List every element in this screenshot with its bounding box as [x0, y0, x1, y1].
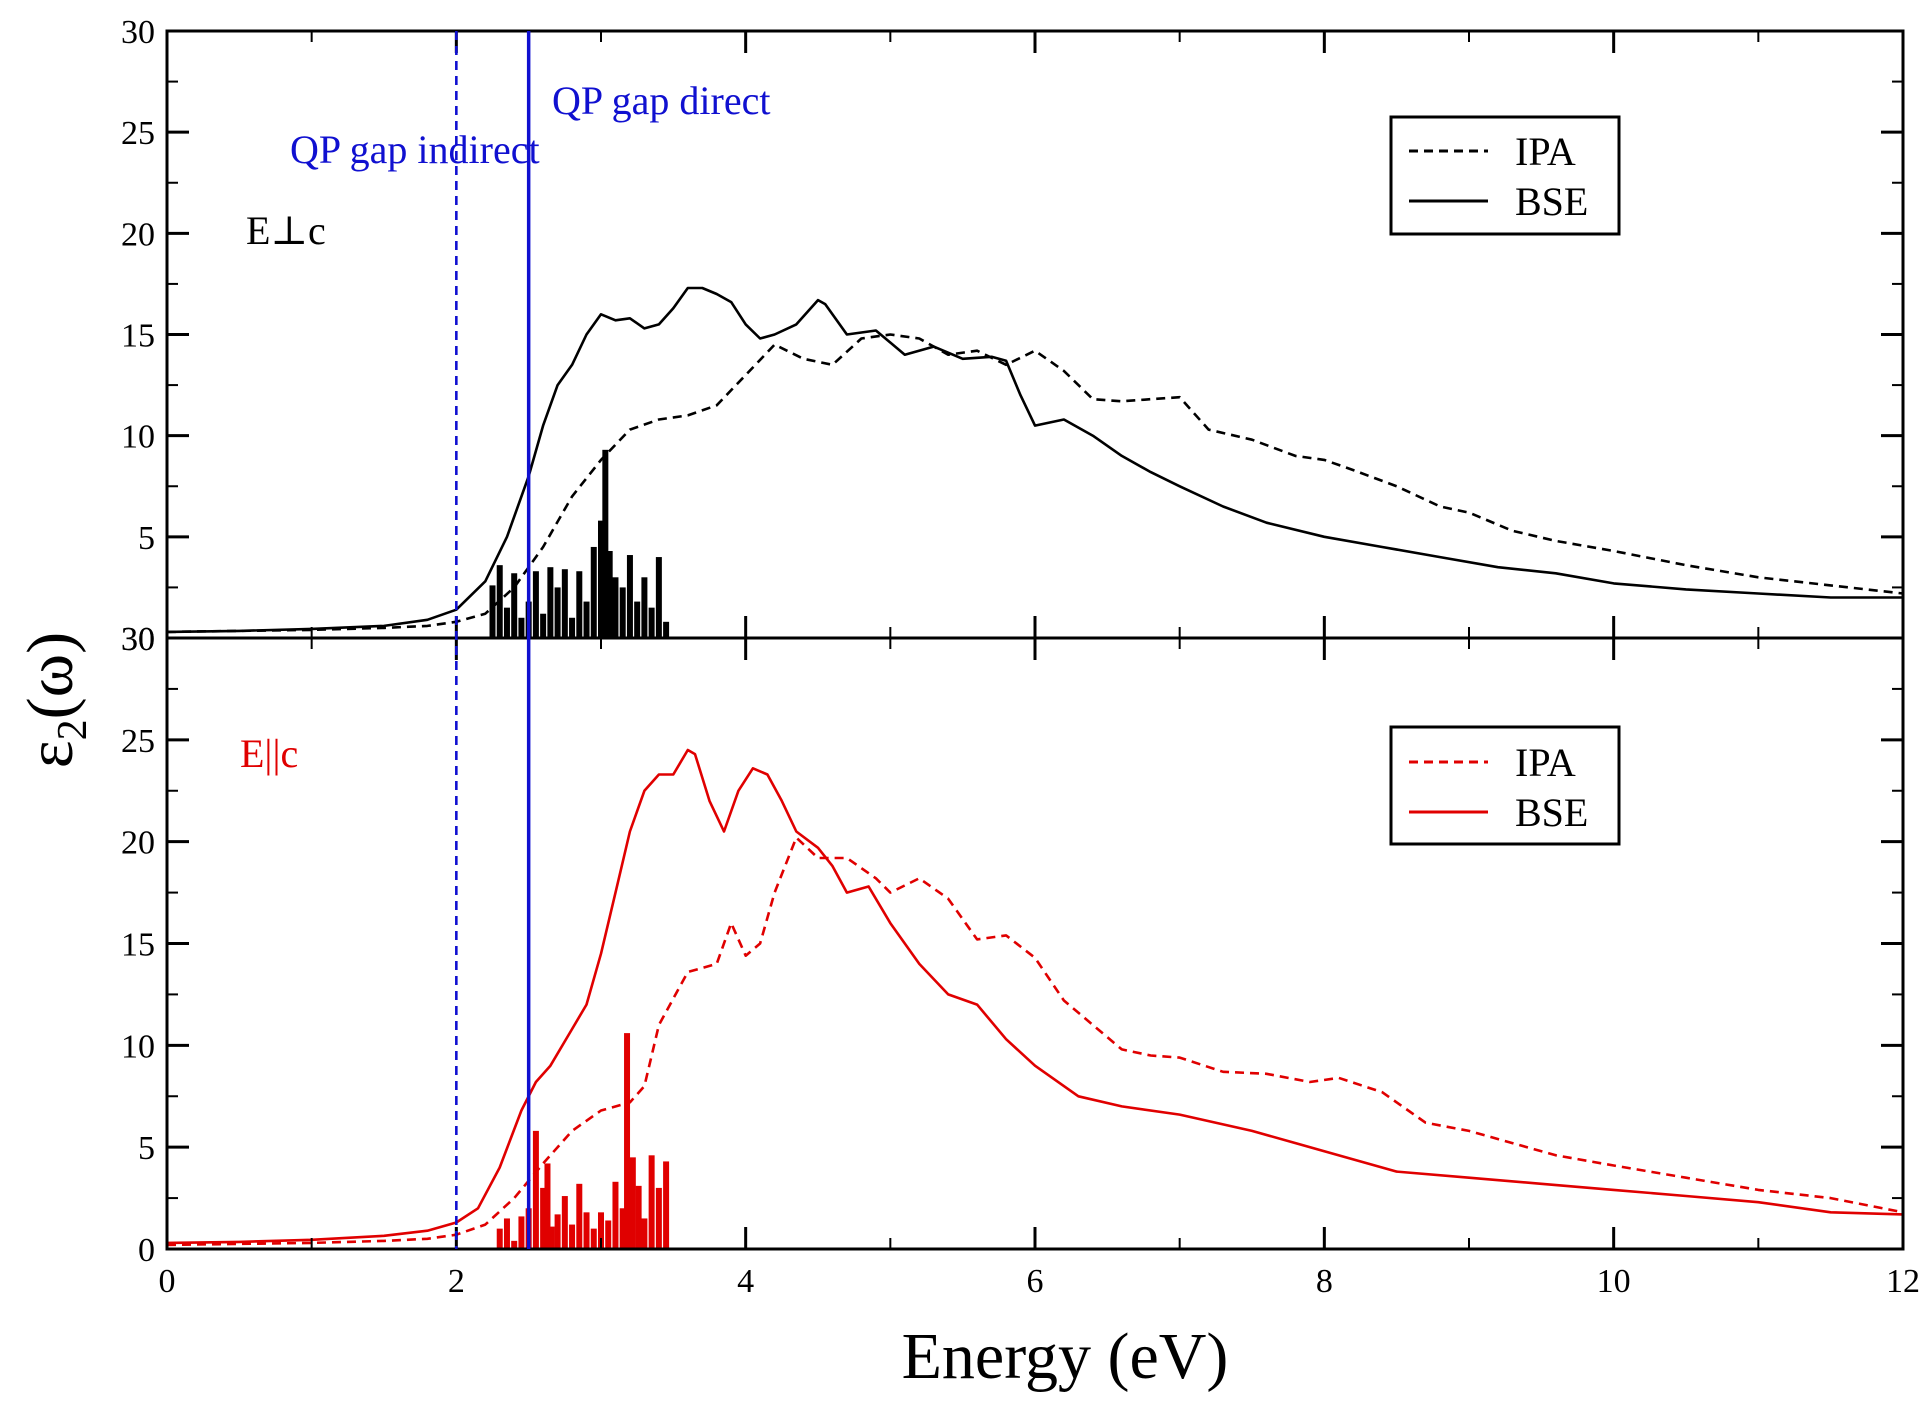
x-axis-title: Energy (eV)	[902, 1320, 1229, 1393]
legend-top: IPA BSE	[1389, 115, 1621, 236]
top-stick-15	[598, 520, 604, 638]
bottom-stick-9	[554, 1214, 561, 1249]
top-stick-8	[547, 567, 554, 638]
bottom-ytick-label-25: 25	[121, 723, 155, 760]
legend-top-bse-label: BSE	[1515, 179, 1588, 224]
top-ytick-label-15: 15	[121, 318, 155, 355]
xtick-label-0: 0	[159, 1263, 176, 1300]
bottom-stick-7	[544, 1163, 551, 1249]
legend-bottom-box	[1389, 725, 1621, 846]
top-ytick-label-10: 10	[121, 419, 155, 456]
legend-top-box	[1389, 115, 1621, 236]
y-axis-title-subscript: 2	[50, 719, 96, 740]
top-stick-22	[641, 577, 648, 638]
bottom-stick-19	[624, 1033, 631, 1249]
top-stick-11	[569, 617, 576, 638]
qp-gap-direct-label: QP gap direct	[552, 78, 770, 123]
y-axis-title-suffix: (ω)	[14, 632, 87, 719]
y-axis-title-symbol: ε	[14, 740, 87, 768]
top-stick-14	[590, 546, 597, 638]
top-stick-10	[561, 569, 568, 638]
svg-text:ε2(ω): ε2(ω)	[14, 632, 96, 768]
xtick-label-2: 2	[448, 1263, 465, 1300]
bottom-stick-22	[641, 1218, 648, 1249]
top-stick-4	[518, 617, 525, 638]
bottom-stick-0	[496, 1228, 503, 1249]
top-stick-25	[663, 621, 670, 638]
top-stick-7	[540, 613, 547, 638]
top-stick-16	[602, 449, 609, 638]
bottom-stick-17	[612, 1181, 619, 1249]
xtick-label-6: 6	[1027, 1263, 1044, 1300]
top-stick-6	[532, 571, 539, 638]
bottom-stick-18	[619, 1208, 626, 1249]
bottom-stick-5	[532, 1130, 539, 1249]
panel-label-perpendicular: E⊥c	[246, 208, 326, 253]
xtick-label-4: 4	[737, 1263, 754, 1300]
bottom-series-ipa	[166, 836, 1904, 1247]
bottom-stick-15	[598, 1212, 604, 1249]
bottom-stick-2	[511, 1240, 518, 1249]
bottom-ytick-label-30: 30	[121, 621, 155, 658]
top-stick-23	[648, 607, 655, 638]
bottom-ytick-label-0: 0	[138, 1232, 155, 1269]
bottom-stick-25	[663, 1161, 670, 1249]
top-stick-24	[655, 557, 662, 638]
top-ytick-label-25: 25	[121, 115, 155, 152]
bottom-stick-12	[576, 1183, 583, 1249]
top-stick-9	[554, 587, 561, 638]
bottom-ytick-label-5: 5	[138, 1130, 155, 1167]
top-panel-frame	[165, 29, 1905, 640]
legend-bottom: IPA BSE	[1389, 725, 1621, 846]
bottom-stick-13	[583, 1212, 590, 1249]
top-stick-17	[606, 550, 613, 638]
top-series-bse	[166, 286, 1903, 634]
bottom-ytick-label-10: 10	[121, 1028, 155, 1065]
top-ytick-label-30: 30	[121, 14, 155, 51]
bottom-stick-23	[648, 1155, 655, 1249]
panel-label-parallel: E||c	[240, 731, 298, 776]
bottom-stick-14	[590, 1228, 597, 1249]
top-stick-0	[489, 585, 496, 638]
top-ytick-label-5: 5	[138, 520, 155, 557]
top-stick-2	[503, 607, 510, 638]
bottom-stick-10	[561, 1196, 568, 1249]
legend-top-ipa-label: IPA	[1515, 129, 1576, 174]
bottom-series-bse	[166, 748, 1904, 1245]
bottom-stick-16	[605, 1220, 612, 1249]
bottom-stick-11	[569, 1224, 576, 1249]
top-stick-19	[619, 587, 626, 638]
top-ytick-label-0: 30	[121, 621, 155, 658]
top-ytick-label-20: 20	[121, 216, 155, 253]
bottom-ytick-label-20: 20	[121, 825, 155, 862]
bottom-ytick-label-15: 15	[121, 927, 155, 964]
qp-gap-indirect-label: QP gap indirect	[290, 127, 540, 172]
bottom-stick-8	[548, 1226, 555, 1249]
y-axis-title: ε2(ω)	[14, 632, 96, 768]
top-stick-13	[583, 601, 590, 638]
bottom-stick-6	[540, 1187, 547, 1249]
bottom-stick-3	[518, 1216, 525, 1249]
xtick-label-8: 8	[1316, 1263, 1333, 1300]
xtick-label-10: 10	[1597, 1263, 1631, 1300]
top-stick-21	[634, 601, 641, 638]
bottom-stick-24	[655, 1187, 662, 1249]
top-series-ipa	[166, 333, 1904, 634]
top-stick-12	[576, 571, 583, 638]
top-stick-18	[612, 577, 619, 638]
bottom-stick-1	[503, 1218, 510, 1249]
legend-bottom-ipa-label: IPA	[1515, 740, 1576, 785]
bottom-stick-20	[629, 1157, 636, 1249]
bottom-stick-21	[635, 1185, 642, 1249]
xtick-label-12: 12	[1886, 1263, 1920, 1300]
top-stick-3	[511, 573, 518, 638]
legend-bottom-bse-label: BSE	[1515, 790, 1588, 835]
top-stick-20	[626, 555, 633, 638]
bottom-panel-frame	[165, 636, 1905, 1251]
